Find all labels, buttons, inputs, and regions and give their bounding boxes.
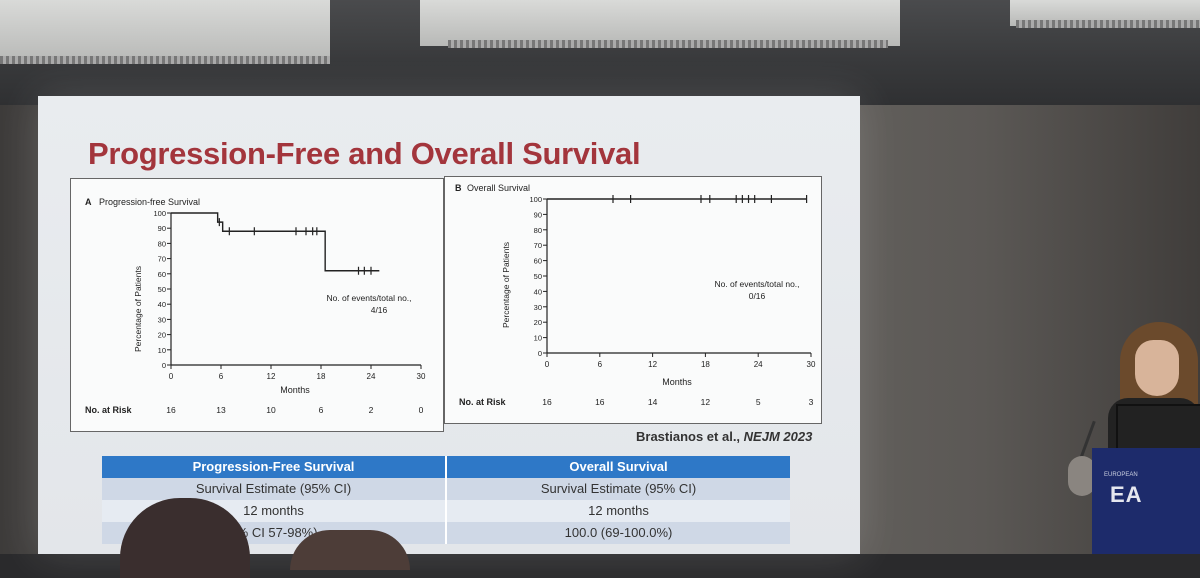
chart-overall-survival: B Overall Survival Percentage of Patient… [455,183,816,407]
at-risk-value: 0 [419,405,424,415]
citation-journal: NEJM 2023 [743,429,813,444]
table-row: Survival Estimate (95% CI) Survival Esti… [102,478,790,500]
y-tick-label: 100 [153,209,166,218]
y-tick-label: 70 [158,255,166,264]
x-tick-label: 30 [417,372,426,381]
x-tick-label: 18 [317,372,326,381]
x-axis-label: Months [280,385,310,395]
projected-slide: Progression-Free and Overall Survival A … [38,96,860,554]
panel-title: Progression-free Survival [99,197,200,207]
y-axis-label: Percentage of Patients [501,242,511,328]
podium-text-small: EUROPEAN [1104,472,1138,478]
y-tick-label: 20 [534,318,542,327]
table-header-row: Progression-Free Survival Overall Surviv… [102,456,790,478]
y-tick-label: 80 [158,239,166,248]
survival-curve [171,212,380,272]
microphone-base [1068,456,1096,496]
ceiling-panel [420,0,900,46]
y-tick-label: 90 [158,224,166,233]
y-tick-label: 70 [534,241,542,250]
panel-label: B [455,183,462,193]
y-tick-label: 0 [538,349,542,358]
y-tick-label: 100 [529,195,542,204]
y-axis-label: Percentage of Patients [133,266,143,352]
at-risk-value: 13 [216,405,226,415]
at-risk-value: 16 [166,405,176,415]
y-tick-label: 40 [158,300,166,309]
ceiling-vent [448,40,888,48]
podium-text: EA [1110,482,1143,507]
y-tick-label: 30 [158,315,166,324]
x-tick-label: 0 [545,360,550,369]
podium [1092,448,1200,554]
events-value: 4/16 [371,305,388,315]
at-risk-value: 2 [369,405,374,415]
table-cell: Survival Estimate (95% CI) [102,478,445,500]
events-label: No. of events/total no., [714,279,799,289]
table-header: Progression-Free Survival [102,456,445,478]
y-tick-label: 50 [158,285,166,294]
audience-head [290,530,410,570]
chart-progression-free: A Progression-free Survival Percentage o… [85,197,426,415]
x-tick-label: 6 [598,360,603,369]
y-tick-label: 20 [158,331,166,340]
x-tick-label: 12 [648,360,657,369]
at-risk-value: 3 [809,397,814,407]
events-value: 0/16 [749,291,766,301]
podium-monitor [1116,404,1200,454]
x-tick-label: 18 [701,360,710,369]
citation: Brastianos et al., NEJM 2023 [636,429,812,444]
y-tick-label: 60 [534,257,542,266]
at-risk-label: No. at Risk [459,397,507,407]
x-tick-label: 12 [267,372,276,381]
y-tick-label: 10 [534,334,542,343]
table-header: Overall Survival [445,456,790,478]
x-tick-label: 24 [367,372,376,381]
table-cell: Survival Estimate (95% CI) [445,478,790,500]
y-tick-label: 0 [162,361,166,370]
x-axis-label: Months [662,377,692,387]
events-label: No. of events/total no., [326,293,411,303]
y-tick-label: 90 [534,210,542,219]
x-tick-label: 24 [754,360,763,369]
panel-overall-survival: B Overall Survival Percentage of Patient… [444,176,822,424]
panel-label: A [85,197,92,207]
at-risk-value: 5 [756,397,761,407]
y-tick-label: 60 [158,270,166,279]
at-risk-value: 12 [701,397,711,407]
y-tick-label: 40 [534,287,542,296]
panel-progression-free: A Progression-free Survival Percentage o… [70,178,444,432]
x-tick-label: 0 [169,372,174,381]
x-tick-label: 6 [219,372,224,381]
y-tick-label: 10 [158,346,166,355]
y-tick-label: 50 [534,272,542,281]
citation-authors: Brastianos et al., [636,429,744,444]
ceiling-vent [0,56,330,64]
at-risk-label: No. at Risk [85,405,133,415]
ceiling-panel [0,0,330,62]
at-risk-value: 16 [542,397,552,407]
at-risk-value: 14 [648,397,658,407]
at-risk-value: 6 [319,405,324,415]
at-risk-value: 10 [266,405,276,415]
presenter-face [1135,340,1179,396]
x-tick-label: 30 [807,360,816,369]
ceiling-vent [1016,20,1200,28]
slide-title: Progression-Free and Overall Survival [88,136,641,171]
y-tick-label: 80 [534,226,542,235]
ceiling [0,0,1200,105]
at-risk-value: 16 [595,397,605,407]
table-cell: 100.0 (69-100.0%) [445,522,790,544]
y-tick-label: 30 [534,303,542,312]
panel-title: Overall Survival [467,183,530,193]
table-cell: 12 months [445,500,790,522]
